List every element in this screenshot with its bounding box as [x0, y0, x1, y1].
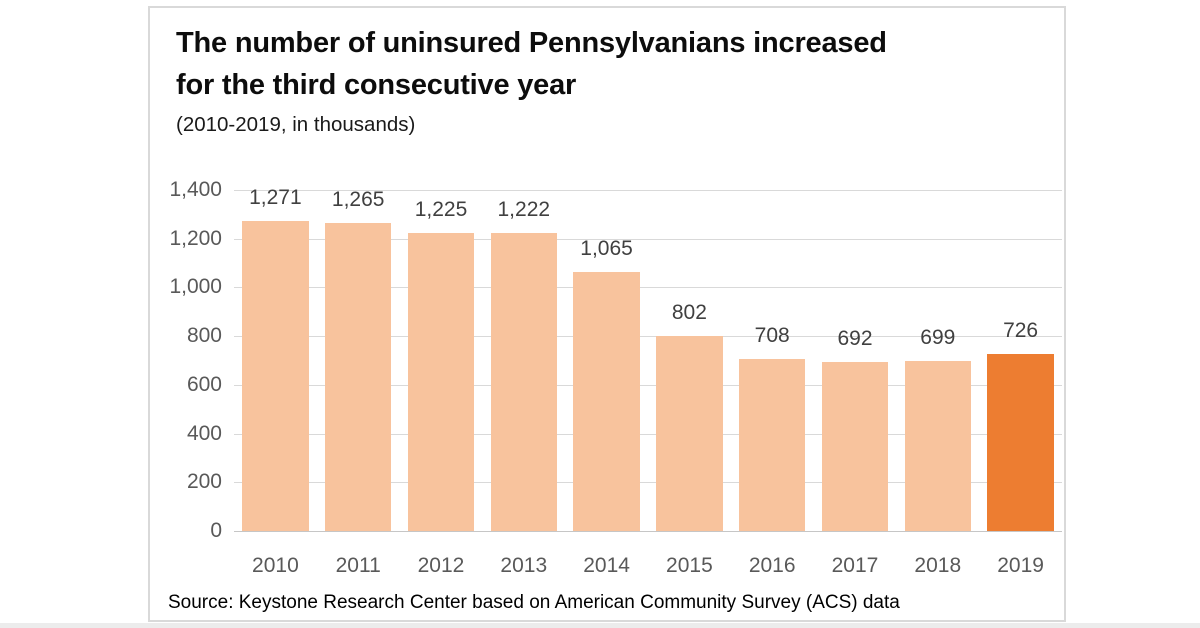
gridline-1400 [234, 190, 1062, 191]
gridline-1200 [234, 238, 1062, 240]
x-tick-label-2016: 2016 [748, 554, 796, 577]
y-tick-label-0: 0 [210, 519, 222, 542]
y-tick-label-400: 400 [186, 421, 222, 445]
y-tick-label-200: 200 [186, 470, 222, 494]
x-tick-label-2010: 2010 [252, 554, 299, 577]
chart-header: The number of uninsured Pennsylvanians i… [176, 22, 887, 139]
source-note: Source: Keystone Research Center based o… [168, 592, 900, 613]
chart-title-line1: The number of uninsured Pennsylvanians i… [176, 27, 887, 59]
value-label-2016: 708 [754, 323, 790, 347]
value-label-2011: 1,265 [331, 187, 385, 211]
plot-area [234, 190, 1062, 532]
gridline-600 [234, 384, 1062, 386]
gridline-1000 [234, 287, 1062, 289]
bottom-edge-strip [0, 623, 1200, 628]
bar-2016 [739, 358, 806, 531]
bar-2017 [821, 362, 889, 531]
bar-2013 [490, 233, 557, 531]
value-label-2019: 726 [1003, 319, 1039, 343]
bar-2015 [656, 335, 723, 531]
value-label-2017: 692 [837, 327, 873, 351]
x-tick-label-2014: 2014 [583, 554, 630, 577]
y-tick-label-800: 800 [186, 324, 222, 348]
x-tick-label-2019: 2019 [997, 554, 1044, 577]
bar-2010 [242, 221, 309, 531]
value-label-2013: 1,222 [497, 198, 551, 222]
x-tick-label-2017: 2017 [831, 554, 879, 577]
value-label-2012: 1,225 [414, 197, 468, 221]
y-tick-label-600: 600 [186, 372, 222, 396]
chart-title-line2: for the third consecutive year [176, 69, 577, 101]
value-label-2014: 1,065 [580, 236, 633, 260]
bar-2012 [407, 232, 475, 531]
x-tick-label-2011: 2011 [335, 554, 381, 577]
gridline-200 [234, 482, 1062, 484]
x-tick-label-2018: 2018 [914, 554, 962, 577]
x-tick-label-2015: 2015 [666, 554, 713, 577]
y-tick-label-1200: 1,200 [169, 226, 222, 250]
value-label-2015: 802 [671, 300, 707, 324]
bar-2018 [904, 360, 971, 531]
chart-subtitle: (2010-2019, in thousands) [176, 113, 416, 136]
chart-frame: The number of uninsured Pennsylvanians i… [148, 6, 1066, 622]
y-tick-label-1000: 1,000 [169, 275, 222, 299]
gridline-400 [234, 433, 1062, 435]
gridline-800 [234, 336, 1062, 338]
y-tick-label-1400: 1,400 [169, 178, 222, 201]
value-label-2010: 1,271 [249, 186, 302, 210]
bar-2014 [573, 271, 640, 531]
bar-2011 [325, 222, 392, 531]
gridline-0 [234, 531, 1062, 532]
x-tick-label-2013: 2013 [500, 554, 548, 577]
value-label-2018: 699 [920, 325, 956, 349]
bar-2019 [987, 354, 1054, 531]
x-tick-label-2012: 2012 [417, 554, 465, 577]
